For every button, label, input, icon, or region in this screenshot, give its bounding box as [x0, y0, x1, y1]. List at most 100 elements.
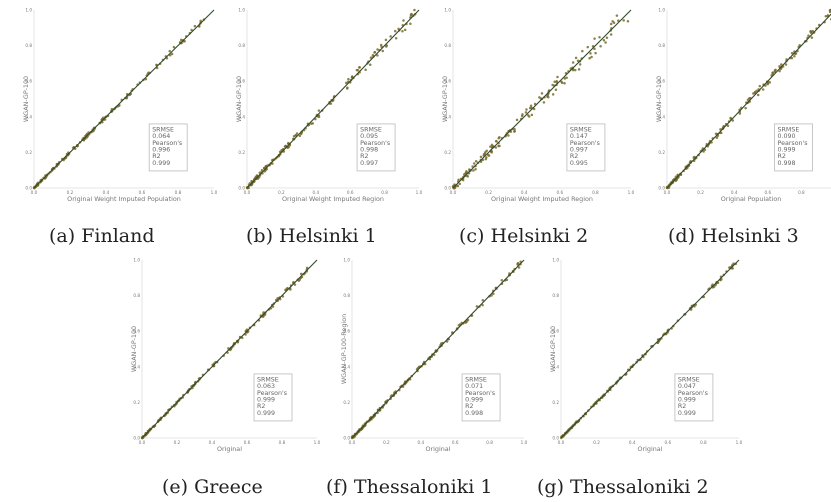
data-point — [565, 76, 568, 80]
x-tick-label: 0.2 — [383, 440, 390, 445]
y-tick-label: 0.2 — [238, 150, 245, 155]
y-axis-label: WGAN-GP-100 — [22, 76, 30, 122]
data-point — [605, 36, 609, 40]
data-point — [593, 47, 596, 51]
x-tick-label: 0.2 — [485, 190, 492, 195]
stat-label: R2 — [465, 403, 473, 410]
data-point — [551, 93, 555, 96]
data-point — [753, 90, 757, 94]
data-point — [513, 127, 516, 131]
data-point — [183, 40, 186, 43]
stat-value: 0.095 — [360, 133, 378, 140]
data-point — [553, 80, 556, 83]
data-point — [715, 136, 719, 140]
x-tick-label: 0.2 — [593, 440, 600, 445]
data-point — [529, 104, 533, 108]
data-point — [554, 88, 558, 91]
scatter-plot-f: 0.0 0.2 0.4 0.6 0.8 1.0 0.0 0.2 0.4 0.6 0.8 1.0 Orig… — [340, 258, 528, 454]
stat-label: SRMSE — [257, 376, 279, 383]
scatter-plot-a: 0.0 0.2 0.4 0.6 0.8 1.0 0.0 0.2 0.4 0.6 0.8 1.0 Orig… — [22, 8, 218, 204]
data-point — [260, 169, 264, 172]
x-tick-label: 0.6 — [452, 440, 459, 445]
caption-f: (f) Thessaloniki 1 — [326, 476, 493, 498]
stat-value: 0.999 — [778, 147, 796, 154]
data-point — [563, 82, 566, 85]
data-point — [293, 283, 297, 286]
data-point — [373, 51, 376, 54]
stat-value: 0.999 — [257, 397, 275, 404]
data-point — [752, 92, 755, 95]
data-point — [766, 82, 769, 86]
data-point — [179, 38, 183, 42]
data-point — [300, 272, 303, 276]
chart-panel-a: 0.0 0.2 0.4 0.6 0.8 1.0 0.0 0.2 0.4 0.6 0.8 1.0 Orig… — [22, 6, 224, 208]
x-tick-label: 0.6 — [139, 190, 146, 195]
data-point — [744, 106, 747, 110]
data-point — [807, 34, 810, 37]
x-tick-label: 0.6 — [764, 190, 771, 195]
data-point — [719, 131, 723, 135]
data-point — [500, 279, 504, 282]
x-tick-label: 0.8 — [279, 440, 286, 445]
fit-line — [666, 13, 831, 189]
fit-line — [141, 259, 318, 439]
stat-label: Pearson's — [570, 140, 600, 147]
data-point — [409, 22, 412, 26]
stats-box-frame — [461, 373, 501, 422]
x-tick-label: 0.0 — [139, 440, 146, 445]
scatter-plot-d: 0.00.20.40.60.81.00.00.20.40.60.81.0Orig… — [655, 8, 831, 203]
y-tick-label: 0.4 — [25, 114, 32, 119]
data-point — [394, 36, 398, 40]
fit-line — [560, 259, 740, 439]
data-point — [344, 81, 348, 85]
y-tick-label: 0.8 — [658, 43, 665, 48]
data-point — [517, 266, 521, 269]
data-point — [147, 71, 150, 75]
data-point — [295, 132, 299, 135]
stat-value: 0.998 — [360, 147, 378, 154]
y-tick-label: 0.8 — [343, 293, 350, 298]
stat-value: 0.999 — [257, 410, 275, 417]
stat-value: 0.997 — [570, 147, 588, 154]
y-tick-label: 0.4 — [658, 114, 665, 119]
x-axis-label: Original — [637, 445, 662, 453]
stat-label: Pearson's — [360, 140, 390, 147]
x-tick-label: 0.8 — [486, 440, 493, 445]
y-tick-label: 0.8 — [25, 43, 32, 48]
data-point — [482, 153, 486, 156]
data-point — [586, 45, 590, 49]
chart-panel-f: 0.0 0.2 0.4 0.6 0.8 1.0 0.0 0.2 0.4 0.6 0.8 1.0 Orig… — [340, 256, 542, 458]
y-tick-label: 0.0 — [133, 436, 140, 441]
data-point — [578, 63, 582, 66]
stat-value: 0.999 — [152, 160, 170, 167]
data-point — [761, 88, 765, 91]
data-point — [602, 38, 606, 42]
data-point — [494, 139, 498, 143]
stat-value: 0.999 — [678, 410, 696, 417]
data-point — [758, 84, 762, 88]
y-tick-label: 0.0 — [658, 186, 665, 191]
data-point — [622, 19, 625, 22]
data-point — [609, 22, 613, 26]
x-tick-label: 0.8 — [592, 190, 599, 195]
caption-b: (b) Helsinki 1 — [246, 225, 377, 247]
data-point — [609, 33, 613, 36]
data-point — [490, 150, 493, 153]
data-point — [376, 48, 379, 51]
data-point — [199, 19, 202, 23]
caption-a: (a) Finland — [49, 225, 155, 247]
scatter-plot-e: 0.0 0.2 0.4 0.6 0.8 1.0 0.0 0.2 0.4 0.6 0.8 1.0 Orig… — [130, 258, 321, 454]
data-point — [790, 51, 794, 55]
data-point — [465, 320, 469, 323]
data-point — [513, 129, 516, 133]
y-axis-label: WGAN-GP-100 — [549, 326, 557, 372]
data-point — [402, 19, 405, 22]
y-tick-label: 0.8 — [444, 43, 451, 48]
data-point — [305, 266, 309, 270]
data-point — [458, 182, 462, 186]
x-tick-label: 0.8 — [798, 190, 805, 195]
data-point — [528, 106, 532, 110]
x-tick-label: 0.0 — [349, 440, 356, 445]
stat-value: 0.999 — [678, 397, 696, 404]
